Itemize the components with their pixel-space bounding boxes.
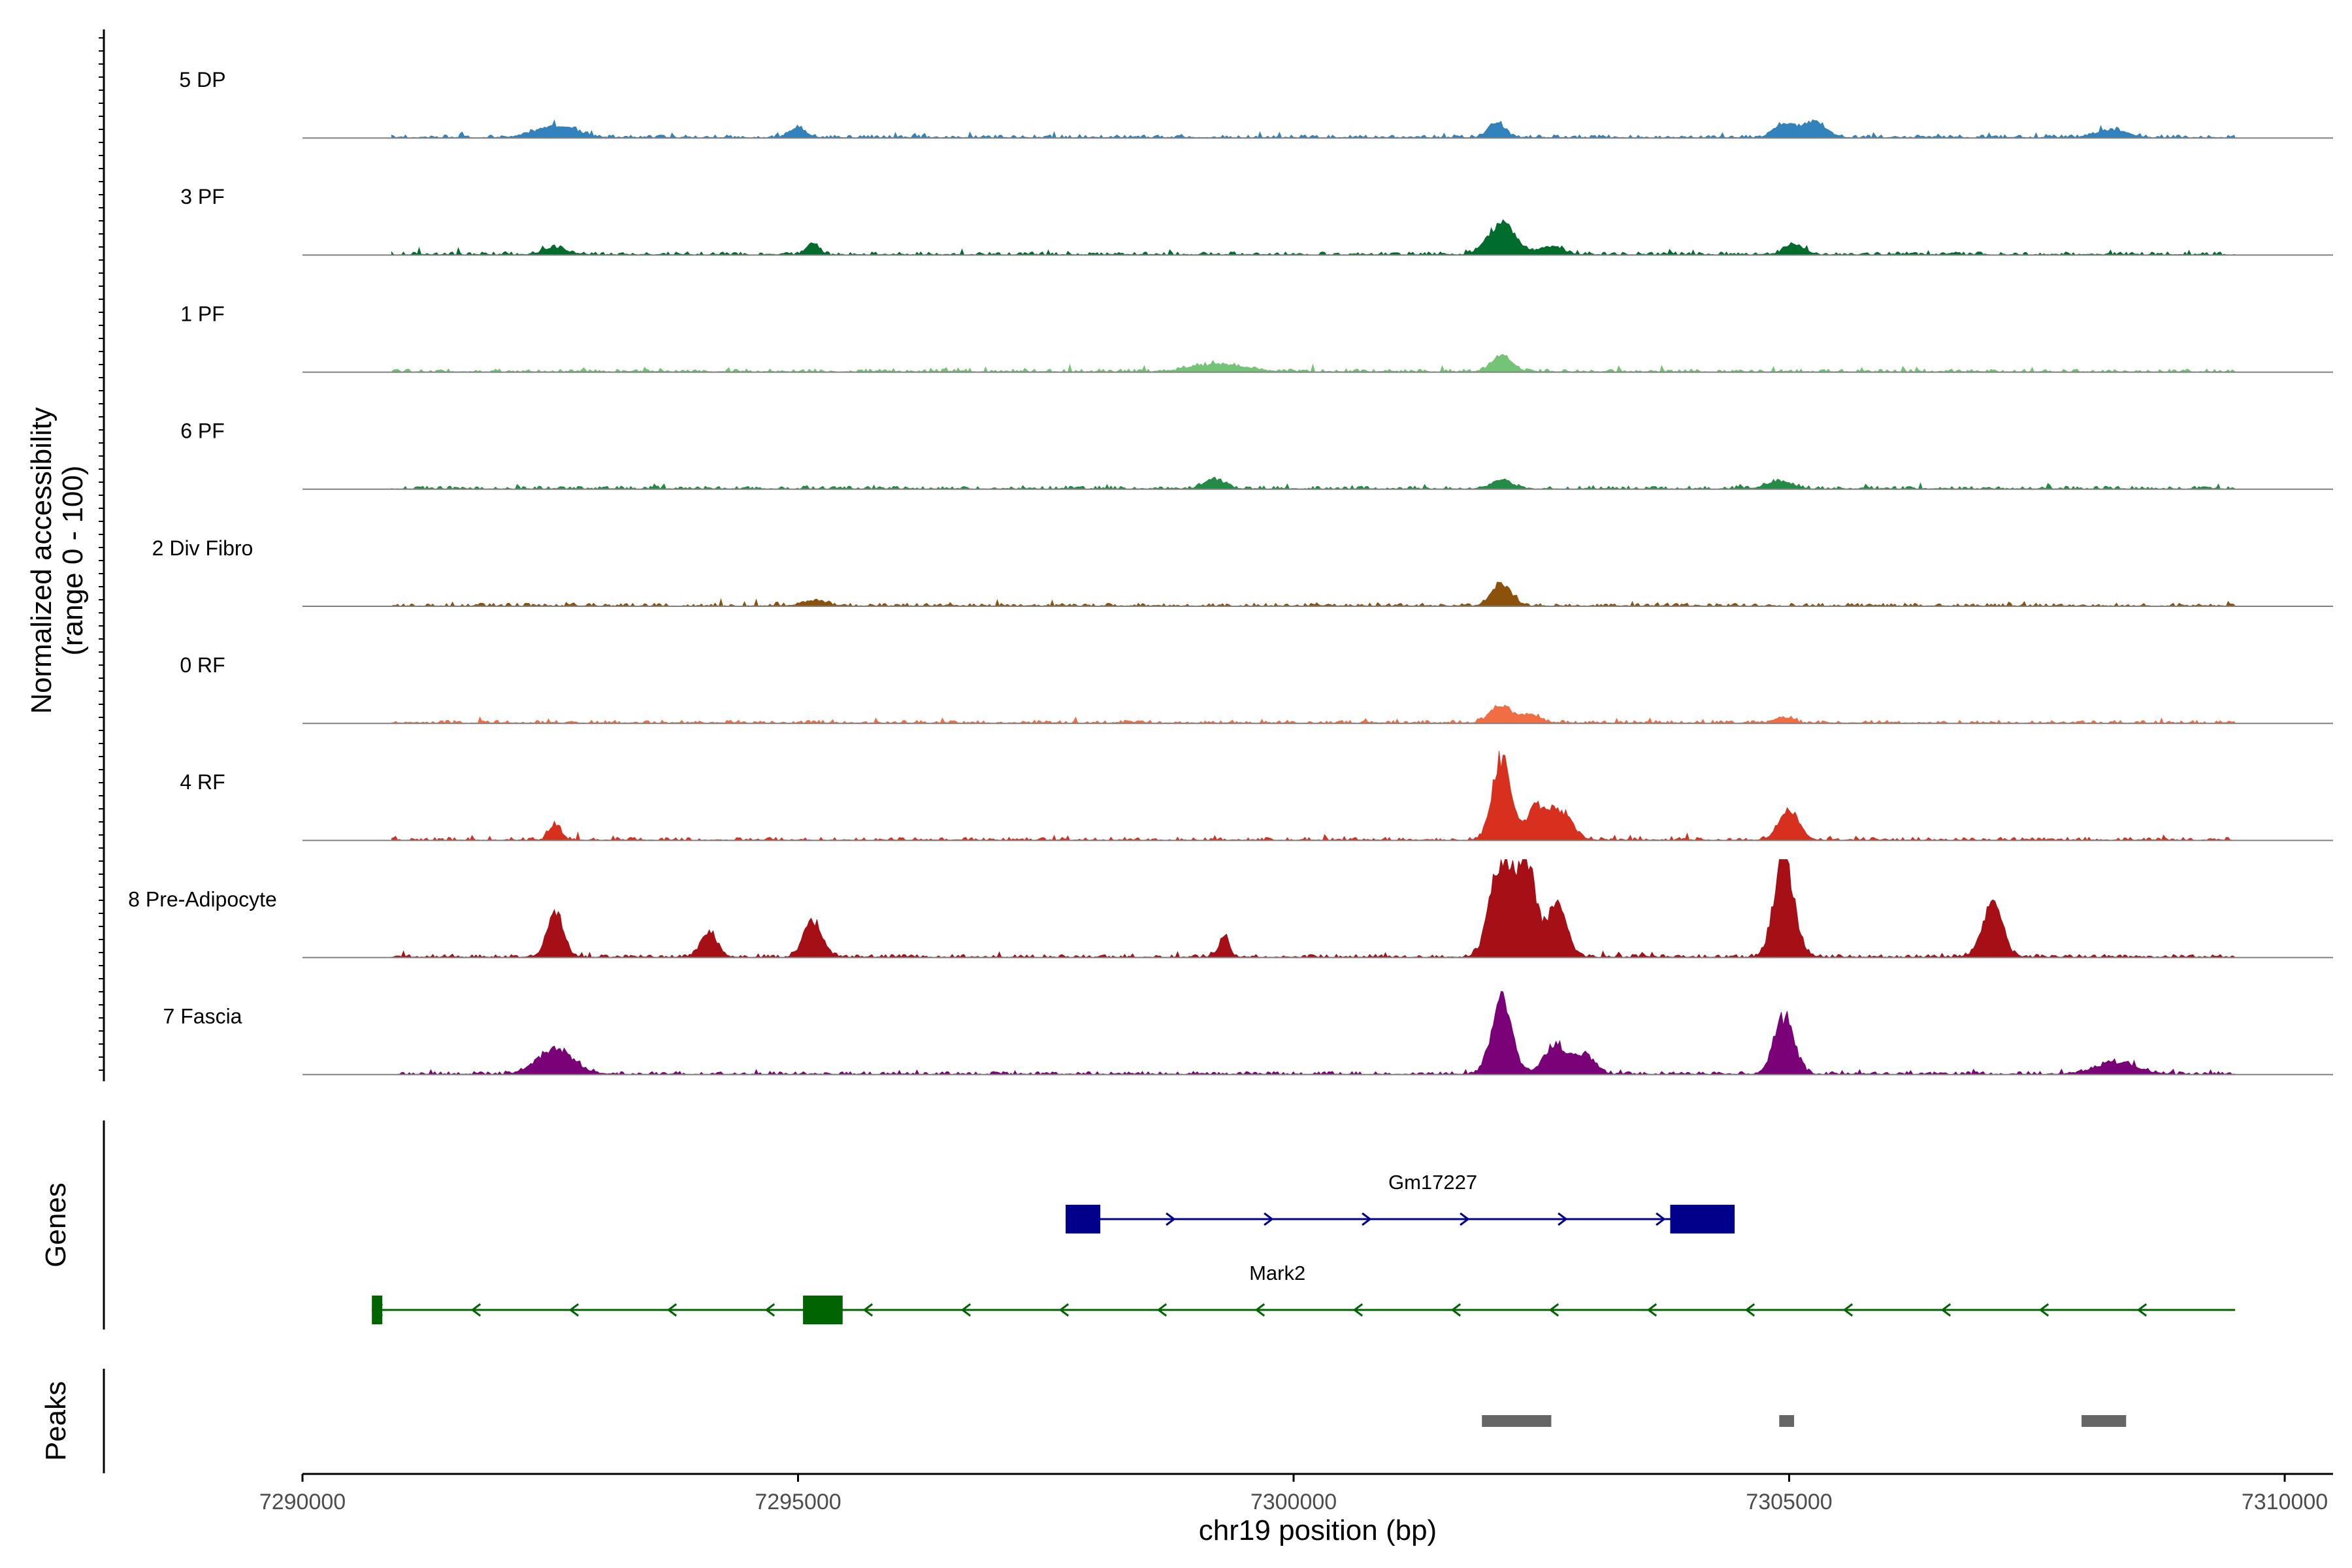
x-tick-label: 7290000	[259, 1490, 346, 1514]
strand-arrow	[764, 1303, 776, 1317]
genes-section-label: Genes	[40, 1183, 72, 1267]
strand-arrow	[1744, 1303, 1756, 1317]
strand-arrow	[1450, 1303, 1462, 1317]
track-label: 5 DP	[179, 68, 225, 91]
strand-arrow	[1940, 1303, 1952, 1317]
coverage-area	[391, 751, 2236, 841]
strand-arrow	[1264, 1212, 1274, 1226]
strand-arrow	[1656, 1212, 1666, 1226]
track-4-rf: 4 RF	[180, 751, 2333, 841]
track-7-fascia: 7 Fascia	[163, 991, 2333, 1075]
track-label: 8 Pre-Adipocyte	[128, 887, 277, 911]
strand-arrow	[1352, 1303, 1364, 1317]
gene-label: Mark2	[1249, 1262, 1305, 1284]
track-3-pf: 3 PF	[180, 185, 2333, 256]
track-label: 2 Div Fibro	[152, 536, 253, 560]
strand-arrow	[1548, 1303, 1560, 1317]
strand-arrow	[1646, 1303, 1658, 1317]
track-label: 6 PF	[180, 419, 225, 443]
coverage-y-axis-ticks	[99, 37, 104, 1071]
strand-arrow	[2136, 1303, 2148, 1317]
track-5-dp: 5 DP	[179, 68, 2333, 139]
strand-arrow	[862, 1303, 874, 1317]
exon	[372, 1296, 383, 1324]
coverage-tracks: 5 DP 3 PF 1 PF 6 PF 2 Div Fibro 0 RF 4 RF 8 Pre…	[128, 68, 2333, 1075]
y-axis-title-line1: Normalized accessibility	[25, 407, 57, 713]
coverage-area	[391, 219, 2236, 256]
track-2-div-fibro: 2 Div Fibro	[152, 536, 2333, 607]
strand-arrow	[568, 1303, 580, 1317]
track-label: 1 PF	[180, 302, 225, 325]
exon	[1066, 1205, 1101, 1233]
track-8-pre-adipocyte: 8 Pre-Adipocyte	[128, 859, 2333, 958]
strand-arrow	[1156, 1303, 1168, 1317]
x-tick-label: 7300000	[1250, 1490, 1337, 1514]
x-tick-label: 7295000	[755, 1490, 841, 1514]
coverage-area	[391, 581, 2236, 607]
gene-annotations: Gm17227 Mark2	[372, 1171, 2236, 1324]
track-6-pf: 6 PF	[180, 419, 2333, 490]
track-0-rf: 0 RF	[180, 653, 2333, 725]
strand-arrow	[1254, 1303, 1266, 1317]
x-axis-title: chr19 position (bp)	[1199, 1514, 1437, 1546]
coverage-area	[391, 476, 2236, 490]
gene-label: Gm17227	[1388, 1171, 1477, 1194]
y-axis-title-line2: (range 0 - 100)	[57, 465, 89, 655]
peak-region	[1779, 1415, 1795, 1427]
track-1-pf: 1 PF	[180, 302, 2333, 373]
x-tick-label: 7305000	[1746, 1490, 1832, 1514]
track-label: 0 RF	[180, 653, 225, 677]
coverage-area	[391, 991, 2237, 1075]
peaks-section-label: Peaks	[40, 1381, 72, 1461]
peak-regions	[1482, 1415, 2127, 1427]
coverage-area	[391, 119, 2236, 139]
track-label: 7 Fascia	[163, 1005, 242, 1028]
strand-arrow	[1362, 1212, 1372, 1226]
strand-arrow	[1166, 1212, 1176, 1226]
x-axis-ticks: 7290000 7295000 7300000 7305000 7310000	[259, 1474, 2328, 1514]
strand-arrow	[1842, 1303, 1854, 1317]
coverage-area	[391, 859, 2236, 958]
coverage-area	[391, 704, 2236, 724]
track-label: 3 PF	[180, 185, 225, 208]
strand-arrow	[2038, 1303, 2050, 1317]
x-tick-label: 7310000	[2242, 1490, 2328, 1514]
coverage-area	[391, 353, 2236, 373]
gene-mark2: Mark2	[372, 1262, 2236, 1324]
strand-arrow	[1460, 1212, 1470, 1226]
track-label: 4 RF	[180, 770, 225, 794]
strand-arrow	[960, 1303, 972, 1317]
exon	[803, 1296, 843, 1324]
strand-arrow	[470, 1303, 482, 1317]
strand-arrow	[666, 1303, 678, 1317]
gene-gm17227: Gm17227	[1066, 1171, 1735, 1233]
strand-arrow	[1058, 1303, 1070, 1317]
peak-region	[2082, 1415, 2127, 1427]
peak-region	[1482, 1415, 1552, 1427]
exon	[1670, 1205, 1735, 1233]
strand-arrow	[1558, 1212, 1568, 1226]
